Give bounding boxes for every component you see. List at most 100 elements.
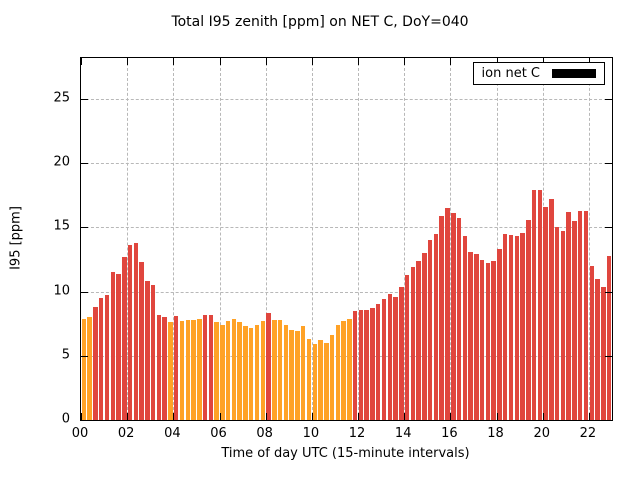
bar bbox=[370, 308, 375, 420]
bar bbox=[150, 285, 156, 420]
y-tick-label: 25 bbox=[53, 90, 70, 106]
y-tick-mark bbox=[81, 227, 88, 229]
bar bbox=[479, 259, 485, 420]
bar bbox=[560, 231, 566, 420]
bar bbox=[422, 253, 427, 420]
bar bbox=[381, 299, 387, 420]
legend: ion net C bbox=[472, 62, 605, 85]
x-tick-mark bbox=[173, 58, 175, 65]
bar bbox=[110, 272, 115, 420]
y-axis-label: I95 [ppm] bbox=[8, 206, 24, 270]
x-tick-label: 10 bbox=[302, 426, 320, 441]
bar bbox=[324, 342, 329, 420]
x-tick-mark bbox=[404, 413, 406, 420]
x-tick-mark bbox=[450, 413, 452, 420]
y-tick-label: 0 bbox=[61, 411, 70, 427]
bar bbox=[364, 309, 369, 420]
y-tick-mark bbox=[81, 291, 88, 293]
y-tick-label: 5 bbox=[61, 347, 70, 363]
y-grid-line bbox=[81, 99, 612, 101]
x-tick-mark bbox=[588, 58, 590, 65]
bar bbox=[116, 273, 121, 420]
bar bbox=[249, 327, 254, 420]
bar bbox=[295, 331, 300, 420]
bar bbox=[543, 206, 548, 420]
bar bbox=[433, 233, 439, 420]
x-tick-mark bbox=[81, 58, 82, 65]
bar bbox=[191, 319, 196, 420]
y-tick-label: 10 bbox=[53, 283, 70, 299]
bar bbox=[214, 322, 219, 420]
y-tick-mark bbox=[605, 420, 612, 421]
x-grid-line bbox=[127, 58, 129, 420]
y-tick-mark bbox=[605, 355, 612, 357]
bar bbox=[595, 278, 600, 420]
bar bbox=[173, 316, 179, 420]
bar bbox=[376, 304, 381, 420]
x-tick-mark bbox=[496, 413, 498, 420]
y-tick-mark bbox=[81, 163, 88, 165]
x-tick-label: 04 bbox=[164, 426, 181, 441]
bar bbox=[485, 263, 491, 420]
x-tick-mark bbox=[450, 58, 452, 65]
bar bbox=[254, 325, 260, 420]
y-grid-line bbox=[81, 291, 612, 293]
x-tick-mark bbox=[542, 58, 544, 65]
bar bbox=[601, 286, 606, 420]
bar bbox=[526, 219, 531, 420]
x-tick-label: 02 bbox=[117, 426, 135, 441]
bar bbox=[289, 330, 294, 420]
x-tick-label: 20 bbox=[533, 426, 551, 441]
x-tick-mark bbox=[173, 413, 175, 420]
x-tick-mark bbox=[311, 58, 313, 65]
x-grid-line bbox=[358, 58, 360, 420]
x-tick-mark bbox=[542, 413, 544, 420]
x-grid-line bbox=[542, 58, 544, 420]
bar bbox=[439, 215, 444, 420]
x-tick-label: 18 bbox=[487, 426, 504, 441]
bar bbox=[589, 265, 595, 420]
x-tick-mark bbox=[311, 413, 313, 420]
x-tick-label: 08 bbox=[256, 426, 273, 441]
bar bbox=[202, 314, 208, 420]
bar bbox=[139, 262, 144, 420]
bar bbox=[87, 317, 92, 420]
bar bbox=[231, 318, 237, 420]
y-tick-mark bbox=[605, 227, 612, 229]
bar bbox=[537, 190, 543, 420]
x-grid-line bbox=[265, 58, 267, 420]
x-tick-label: 14 bbox=[394, 426, 412, 441]
bar bbox=[277, 319, 283, 420]
plot-area: ion net C bbox=[80, 57, 613, 421]
x-grid-line bbox=[450, 58, 452, 420]
bar bbox=[347, 318, 352, 420]
y-tick-mark bbox=[81, 99, 88, 101]
x-grid-line bbox=[588, 58, 590, 420]
x-tick-mark bbox=[127, 413, 129, 420]
bar bbox=[98, 298, 104, 420]
x-tick-mark bbox=[588, 413, 590, 420]
bar bbox=[427, 240, 433, 420]
bar bbox=[566, 212, 571, 420]
x-tick-label: 12 bbox=[348, 426, 366, 441]
bar bbox=[583, 210, 589, 420]
bar bbox=[456, 218, 462, 420]
bar bbox=[399, 286, 404, 420]
bar bbox=[341, 321, 346, 420]
bar bbox=[410, 267, 416, 420]
bar bbox=[300, 326, 306, 420]
bar bbox=[462, 236, 468, 420]
bar bbox=[260, 321, 266, 420]
x-grid-line bbox=[219, 58, 221, 420]
x-tick-mark bbox=[127, 58, 129, 65]
bar bbox=[606, 255, 612, 420]
bar bbox=[578, 210, 583, 420]
y-tick-mark bbox=[605, 291, 612, 293]
bar bbox=[237, 322, 242, 420]
bar bbox=[514, 236, 519, 420]
bar bbox=[145, 281, 150, 420]
chart-title: Total I95 zenith [ppm] on NET C, DoY=040 bbox=[171, 14, 469, 30]
bar bbox=[445, 208, 450, 420]
y-grid-line bbox=[81, 227, 612, 229]
